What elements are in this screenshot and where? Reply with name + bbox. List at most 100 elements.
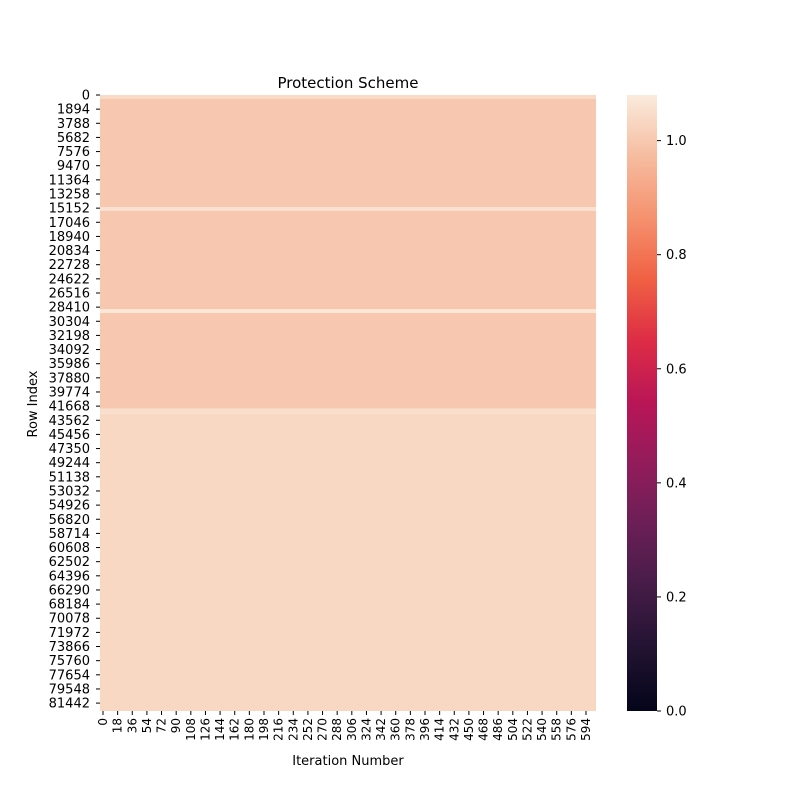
x-axis-label: Iteration Number — [292, 754, 404, 769]
x-tick-label: 324 — [359, 718, 373, 741]
y-tick-label: 53032 — [49, 484, 90, 499]
heatmap-row-band — [100, 95, 596, 99]
y-tick-label: 43562 — [49, 414, 90, 429]
x-tick-label: 576 — [564, 718, 578, 741]
x-tick-label: 234 — [286, 718, 300, 741]
y-tick-label: 20834 — [49, 244, 90, 259]
heatmap-row-band — [100, 98, 596, 207]
y-tick-label: 39774 — [49, 385, 90, 400]
y-tick-label: 17046 — [49, 216, 90, 231]
x-tick-label: 450 — [462, 718, 476, 741]
y-tick-label: 45456 — [49, 428, 90, 443]
y-tick-label: 18940 — [49, 230, 90, 245]
x-tick-label: 360 — [389, 718, 403, 741]
x-tick-label: 252 — [301, 718, 315, 741]
x-tick-label: 216 — [272, 718, 286, 741]
y-tick-label: 75760 — [49, 654, 90, 669]
y-tick-label: 22728 — [49, 258, 90, 273]
x-tick-label: 18 — [111, 718, 125, 733]
y-tick-label: 28410 — [49, 301, 90, 316]
y-tick-label: 79548 — [49, 682, 90, 697]
x-axis-ticks: 0 18 36 54 72 90 108 126 144 162 180 198 216 234 252 27… — [96, 711, 593, 741]
colorbar-tick-label: 0.2 — [666, 590, 687, 605]
x-tick-label: 72 — [155, 718, 169, 733]
colorbar-ticks: 0.0 0.2 0.4 0.6 0.8 1.0 — [657, 134, 687, 720]
colorbar — [627, 95, 657, 711]
y-tick-label: 71972 — [49, 626, 90, 641]
y-tick-label: 35986 — [49, 357, 90, 372]
x-tick-label: 342 — [374, 718, 388, 741]
heatmap-cells — [100, 95, 596, 711]
x-tick-label: 90 — [169, 718, 183, 733]
colorbar-tick-label: 0.8 — [666, 248, 687, 263]
y-tick-label: 15152 — [49, 202, 90, 217]
y-tick-label: 24622 — [49, 272, 90, 287]
y-tick-label: 37880 — [49, 371, 90, 386]
colorbar-tick-label: 0.6 — [666, 362, 687, 377]
heatmap-row-band — [100, 408, 596, 414]
heatmap-row-band — [100, 413, 596, 711]
y-tick-label: 60608 — [49, 541, 90, 556]
y-tick-label: 1894 — [57, 103, 90, 118]
y-tick-label: 34092 — [49, 343, 90, 358]
x-tick-label: 468 — [477, 718, 491, 741]
y-tick-label: 13258 — [49, 187, 90, 202]
y-tick-label: 3788 — [57, 117, 90, 132]
y-tick-label: 54926 — [49, 499, 90, 514]
y-tick-label: 77654 — [49, 668, 90, 683]
x-tick-label: 180 — [242, 718, 256, 741]
y-tick-label: 62502 — [49, 555, 90, 570]
x-tick-label: 54 — [140, 718, 154, 733]
x-tick-label: 306 — [345, 718, 359, 741]
chart-title: Protection Scheme — [278, 74, 419, 92]
colorbar-tick-label: 1.0 — [666, 134, 687, 149]
x-tick-label: 36 — [125, 718, 139, 733]
x-tick-label: 0 — [96, 718, 110, 726]
x-tick-label: 108 — [184, 718, 198, 741]
x-tick-label: 396 — [418, 718, 432, 741]
x-tick-label: 414 — [433, 718, 447, 741]
y-tick-label: 68184 — [49, 598, 90, 613]
x-tick-label: 432 — [447, 718, 461, 741]
x-tick-label: 126 — [198, 718, 212, 741]
y-tick-label: 51138 — [49, 470, 90, 485]
y-tick-label: 49244 — [49, 456, 90, 471]
y-tick-label: 56820 — [49, 513, 90, 528]
colorbar-tick-label: 0.0 — [666, 705, 687, 720]
y-tick-label: 41668 — [49, 400, 90, 415]
y-axis-label: Row Index — [26, 370, 41, 437]
heatmap-row-band — [100, 309, 596, 314]
heatmap-row-band — [100, 207, 596, 211]
colorbar-tick-label: 0.4 — [666, 476, 687, 491]
heatmap-row-band — [100, 210, 596, 310]
y-axis-ticks: 0189437885682757694701136413258151521704… — [49, 89, 100, 712]
y-tick-label: 81442 — [49, 697, 90, 712]
y-tick-label: 0 — [82, 89, 90, 104]
y-tick-label: 73866 — [49, 640, 90, 655]
y-tick-label: 58714 — [49, 527, 90, 542]
y-tick-label: 70078 — [49, 612, 90, 627]
x-tick-label: 162 — [228, 718, 242, 741]
y-tick-label: 26516 — [49, 286, 90, 301]
y-tick-label: 47350 — [49, 442, 90, 457]
y-tick-label: 30304 — [49, 315, 90, 330]
x-tick-label: 270 — [316, 718, 330, 741]
x-tick-label: 486 — [491, 718, 505, 741]
x-tick-label: 288 — [330, 718, 344, 741]
y-tick-label: 7576 — [57, 145, 90, 160]
x-tick-label: 504 — [506, 718, 520, 741]
x-tick-label: 198 — [257, 718, 271, 741]
y-tick-label: 64396 — [49, 569, 90, 584]
x-tick-label: 558 — [550, 718, 564, 741]
y-tick-label: 9470 — [57, 159, 90, 174]
y-tick-label: 11364 — [49, 173, 90, 188]
x-tick-label: 594 — [579, 718, 593, 741]
x-tick-label: 540 — [535, 718, 549, 741]
y-tick-label: 32198 — [49, 329, 90, 344]
x-tick-label: 378 — [403, 718, 417, 741]
heatmap-row-band — [100, 313, 596, 409]
y-tick-label: 66290 — [49, 583, 90, 598]
x-tick-label: 144 — [213, 718, 227, 741]
y-tick-label: 5682 — [57, 131, 90, 146]
